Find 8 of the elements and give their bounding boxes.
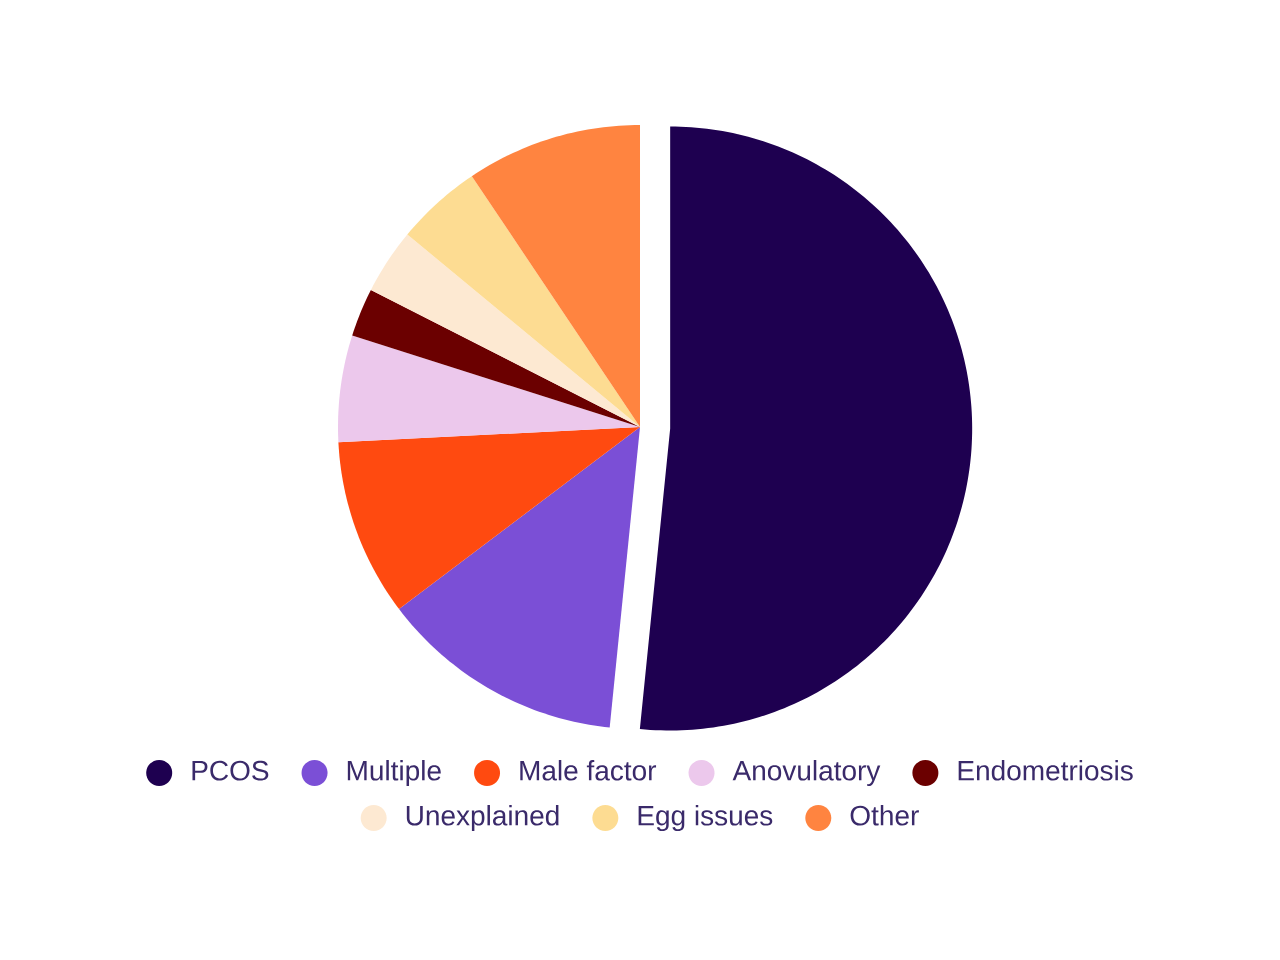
legend-label: PCOS	[192, 760, 269, 781]
legend-label: Multiple	[347, 760, 441, 787]
legend-label: Anovulatory	[732, 760, 881, 787]
legend-label: Male factor	[520, 760, 657, 781]
legend-label: Egg issues	[638, 805, 773, 832]
legend-label: Unexplained	[406, 805, 559, 832]
legend-label: Endometriosis	[958, 760, 1133, 781]
legend-label: Other	[850, 805, 919, 826]
